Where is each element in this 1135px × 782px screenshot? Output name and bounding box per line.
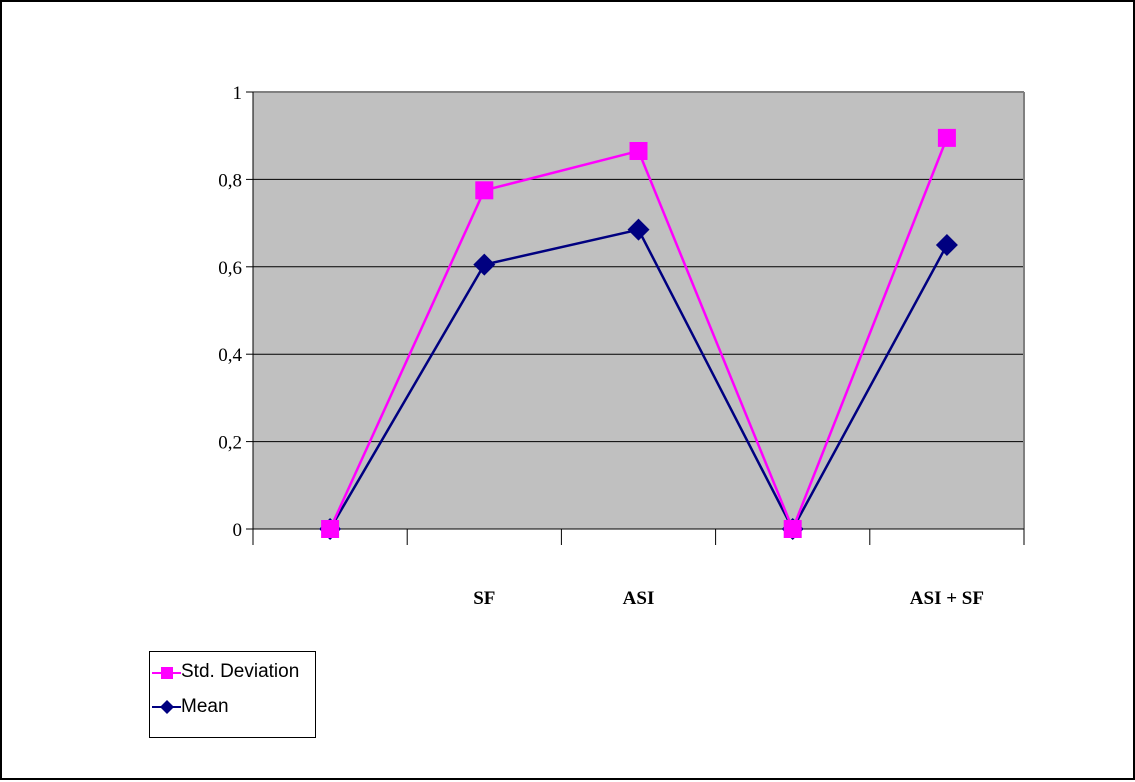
legend-swatch-square-icon [152, 667, 181, 679]
x-category-label: ASI + SF [910, 588, 984, 609]
series [319, 128, 958, 540]
data-point-std-deviation [475, 181, 494, 200]
plot-area [253, 92, 1024, 529]
data-point-std-deviation [321, 520, 340, 538]
data-point-std-deviation [783, 520, 802, 538]
y-tick-label: 0,6 [218, 258, 242, 279]
y-tick-label: 0,4 [218, 345, 242, 366]
x-category-label: ASI [623, 588, 655, 609]
legend-label-std-deviation: Std. Deviation [181, 661, 300, 682]
y-tick-label: 0,2 [218, 433, 242, 454]
data-point-std-deviation [629, 141, 648, 160]
legend: Std. Deviation Mean [149, 651, 316, 738]
data-point-std-deviation [937, 128, 956, 147]
data-point-mean [473, 253, 496, 276]
legend-swatch-diamond-icon [152, 700, 181, 714]
data-point-mean [627, 218, 650, 241]
y-tick-label: 1 [233, 83, 243, 104]
x-category-label: SF [473, 588, 495, 609]
legend-label-mean: Mean [181, 696, 229, 717]
axis-labels: 0 0,2 0,4 0,6 0,8 1 SF ASI ASI + SF [218, 83, 984, 609]
data-point-mean [935, 233, 958, 256]
y-tick-label: 0 [233, 520, 243, 541]
legend-item-std-deviation: Std. Deviation [150, 654, 315, 690]
legend-item-mean: Mean [150, 689, 315, 725]
axes [246, 91, 1025, 545]
y-tick-label: 0,8 [218, 170, 242, 191]
